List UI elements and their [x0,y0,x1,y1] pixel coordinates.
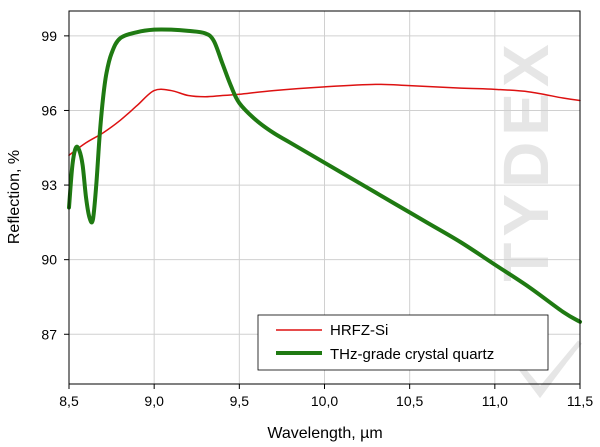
x-tick-label: 8,5 [59,393,79,409]
legend-label-hrfz-si: HRFZ-Si [330,322,388,339]
y-tick-label: 96 [41,102,57,118]
legend-label-quartz: THz-grade crystal quartz [330,346,494,363]
watermark-text: TYDEX [490,38,562,281]
watermark: TYDEX [490,38,582,399]
x-tick-label: 9,0 [144,393,164,409]
y-tick-label: 87 [41,326,57,342]
legend-box [257,314,549,371]
y-axis-title: Reflection, % [6,150,23,244]
plot-frame [68,10,581,385]
y-tick-label: 99 [41,28,57,44]
x-axis-title: Wavelength, µm [267,425,382,442]
x-tick-label: 10,5 [396,393,423,409]
legend: HRFZ-Si THz-grade crystal quartz [257,314,549,371]
x-tick-label: 9,5 [230,393,250,409]
series-line-hrfz-si [68,83,581,156]
y-tick-label: 90 [41,252,57,268]
y-tick-label: 93 [41,177,57,193]
x-tick-label: 10,0 [311,393,338,409]
series-line-quartz [67,27,582,324]
ticks: 8,5 9,0 9,5 10,0 10,5 11,0 11,5 87 90 93 96 99 [41,28,593,409]
series-lines [67,27,582,324]
x-tick-label: 11,5 [567,393,593,409]
x-tick-label: 11,0 [482,393,508,409]
